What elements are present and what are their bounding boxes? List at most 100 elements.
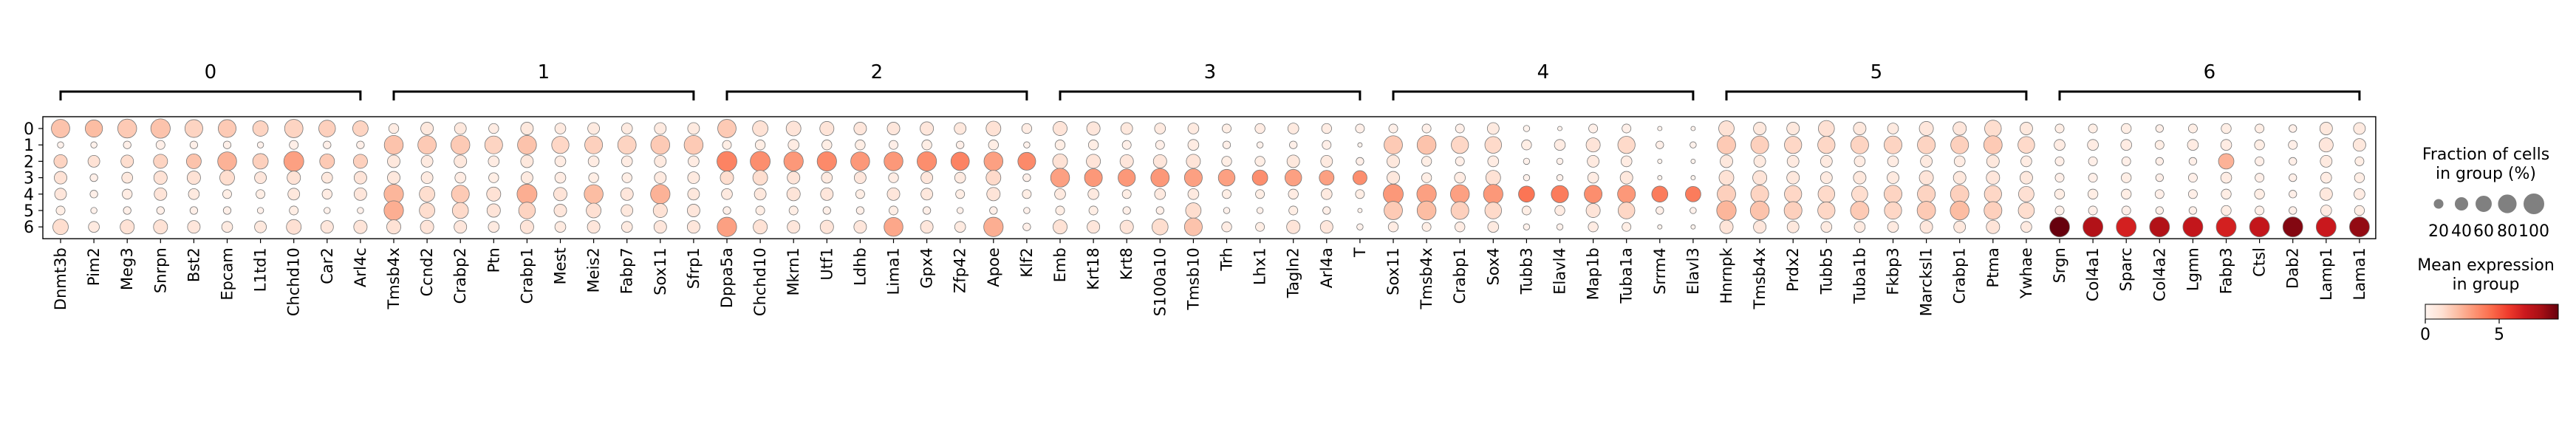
dot-mark [754, 140, 766, 151]
dot-mark [2154, 189, 2165, 199]
dot-mark [2155, 206, 2164, 215]
dot-mark [1484, 136, 1502, 154]
gene-label: Sox11 [652, 247, 669, 295]
dot-mark [587, 220, 601, 234]
dot-mark [2254, 188, 2265, 199]
dot-mark [1622, 123, 1632, 134]
dot-mark [884, 216, 903, 237]
dot-mark [1054, 140, 1066, 151]
size-legend-dot [2454, 196, 2469, 211]
dot-mark [2221, 123, 2232, 134]
dot-mark [2187, 139, 2199, 151]
dot-mark [185, 153, 202, 169]
dot-mark [284, 119, 304, 138]
dot-mark [686, 204, 700, 217]
dot-mark [1718, 120, 1735, 137]
dot-mark [1753, 220, 1767, 234]
dot-mark [1657, 126, 1663, 131]
dot-mark [1319, 170, 1335, 186]
dot-mark [254, 220, 267, 233]
gene-label: Krt18 [1084, 247, 1102, 290]
dot-mark [2255, 173, 2265, 183]
dot-mark [884, 151, 903, 171]
dot-mark [222, 206, 232, 215]
dot-mark [2220, 139, 2232, 151]
gene-label: Klf2 [1018, 247, 1036, 277]
dot-mark [888, 172, 899, 183]
group-label: 5 [1870, 61, 1883, 83]
dot-mark [1484, 202, 1502, 219]
dot-mark [617, 135, 637, 155]
dot-mark [1887, 221, 1899, 233]
dot-mark [954, 221, 966, 233]
dot-mark [687, 171, 700, 184]
dot-mark [320, 220, 334, 234]
dot-mark [721, 188, 733, 200]
dot-mark [688, 155, 700, 168]
dot-mark [1254, 123, 1265, 134]
gene-label: Dab2 [2284, 247, 2302, 289]
dot-mark [419, 202, 435, 219]
gene-label: Hnrnpk [1718, 247, 1735, 304]
colorbar-tick-label: 5 [2494, 326, 2504, 344]
dot-mark [1352, 170, 1367, 185]
dot-mark [520, 122, 534, 135]
dot-mark [954, 171, 966, 184]
gene-label: Tmsb4x [385, 247, 403, 309]
dot-mark [1119, 154, 1134, 168]
dot-mark [1618, 202, 1636, 219]
dot-mark [1619, 171, 1633, 185]
dot-mark [1554, 205, 1565, 216]
dot-mark [1356, 157, 1364, 166]
dot-mark [1752, 170, 1768, 185]
dot-mark [1221, 222, 1232, 233]
dot-mark [2020, 155, 2032, 168]
dot-mark [189, 206, 199, 215]
dot-mark [1384, 135, 1403, 155]
dot-mark [1152, 154, 1167, 168]
dot-mark [1455, 222, 1466, 233]
dot-mark [553, 204, 567, 217]
dot-mark [1087, 188, 1099, 200]
gene-label: Fabp7 [618, 247, 636, 294]
group-label: 3 [1204, 61, 1217, 83]
dot-mark [1118, 168, 1136, 187]
gene-label: Ptn [485, 247, 502, 273]
gene-label: Car2 [318, 247, 336, 284]
dot-mark [1289, 140, 1298, 149]
dot-mark [1984, 185, 2002, 203]
dot-mark [517, 134, 537, 155]
dot-mark [1685, 185, 1701, 202]
dot-mark [922, 206, 932, 215]
gene-label: Tubb3 [1517, 247, 1535, 295]
dot-mark [286, 219, 302, 235]
size-legend-label: 20 [2428, 222, 2449, 241]
dot-mark [256, 207, 264, 214]
dot-mark [855, 189, 865, 199]
dot-mark [1786, 122, 1800, 135]
dot-mark [287, 188, 301, 201]
dot-mark [1388, 123, 1398, 134]
dot-mark [2354, 156, 2365, 166]
dot-mark [387, 154, 400, 168]
cluster-label: 4 [24, 186, 34, 205]
dot-mark [920, 188, 933, 201]
dot-mark [1521, 205, 1531, 216]
dot-mark [750, 151, 771, 172]
size-legend-title: Fraction of cells [2422, 146, 2549, 164]
dot-mark [816, 151, 837, 171]
dot-mark [120, 154, 134, 168]
dot-mark [2054, 139, 2066, 151]
dot-mark [1487, 221, 1500, 233]
gene-label: Tagln2 [1285, 247, 1302, 298]
dot-mark [153, 171, 168, 185]
dot-mark [2087, 139, 2099, 151]
dot-mark [1086, 154, 1101, 169]
dot-mark [722, 140, 732, 150]
dot-mark [289, 205, 299, 216]
dot-mark [1322, 140, 1332, 150]
dot-mark [1953, 171, 1967, 185]
dot-mark [1690, 207, 1697, 214]
dot-mark [1690, 224, 1696, 230]
